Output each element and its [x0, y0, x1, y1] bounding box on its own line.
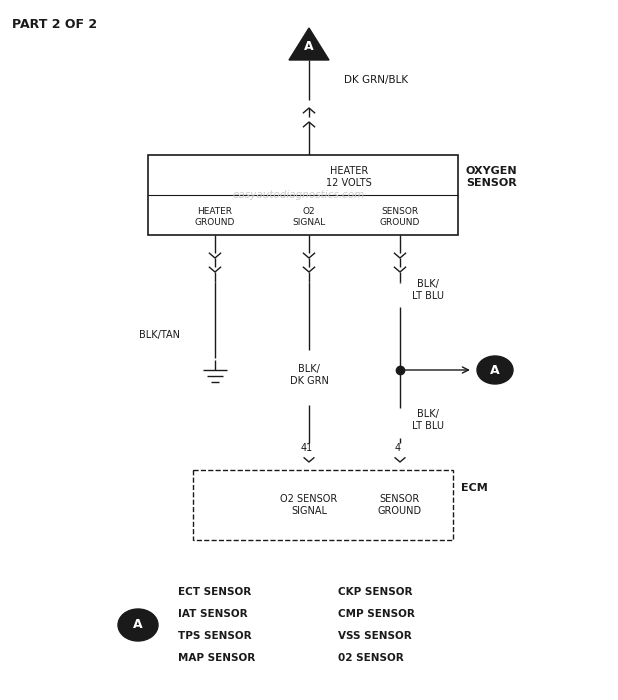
- Text: BLK/
LT BLU: BLK/ LT BLU: [412, 279, 444, 301]
- Text: SENSOR
GROUND: SENSOR GROUND: [378, 494, 422, 516]
- Text: CKP SENSOR: CKP SENSOR: [338, 587, 412, 597]
- Text: 4: 4: [395, 443, 401, 453]
- Text: HEATER
12 VOLTS: HEATER 12 VOLTS: [326, 166, 372, 188]
- Text: BLK/
DK GRN: BLK/ DK GRN: [290, 364, 328, 386]
- Text: easyautodiagnostics.com: easyautodiagnostics.com: [233, 190, 365, 200]
- Text: A: A: [133, 619, 143, 631]
- Text: O2
SIGNAL: O2 SIGNAL: [292, 207, 326, 227]
- Bar: [148, 155, 458, 235]
- Text: BLK/TAN: BLK/TAN: [140, 330, 180, 340]
- Text: SENSOR
GROUND: SENSOR GROUND: [380, 207, 420, 227]
- Text: HEATER
GROUND: HEATER GROUND: [195, 207, 235, 227]
- Ellipse shape: [118, 609, 158, 641]
- Text: A: A: [304, 39, 314, 52]
- Text: PART 2 OF 2: PART 2 OF 2: [12, 18, 97, 31]
- Text: 02 SENSOR: 02 SENSOR: [338, 653, 404, 663]
- Text: 41: 41: [301, 443, 313, 453]
- Polygon shape: [289, 28, 329, 60]
- Text: VSS SENSOR: VSS SENSOR: [338, 631, 412, 641]
- Text: ECT SENSOR: ECT SENSOR: [178, 587, 252, 597]
- Text: BLK/
LT BLU: BLK/ LT BLU: [412, 410, 444, 430]
- Text: IAT SENSOR: IAT SENSOR: [178, 609, 248, 619]
- Text: DK GRN/BLK: DK GRN/BLK: [344, 75, 408, 85]
- Text: ECM: ECM: [461, 483, 488, 493]
- Ellipse shape: [477, 356, 513, 384]
- Text: OXYGEN
SENSOR: OXYGEN SENSOR: [466, 166, 518, 188]
- Text: O2 SENSOR
SIGNAL: O2 SENSOR SIGNAL: [281, 494, 337, 516]
- FancyBboxPatch shape: [193, 470, 453, 540]
- Text: A: A: [490, 363, 500, 377]
- Text: MAP SENSOR: MAP SENSOR: [178, 653, 255, 663]
- Text: CMP SENSOR: CMP SENSOR: [338, 609, 415, 619]
- Text: TPS SENSOR: TPS SENSOR: [178, 631, 252, 641]
